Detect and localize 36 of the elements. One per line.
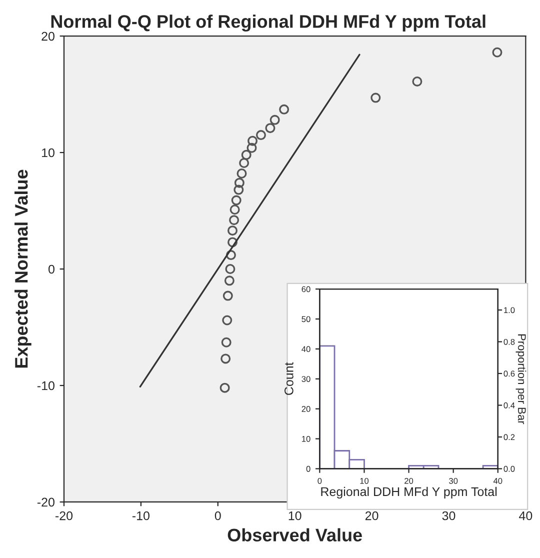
x-tick-label: 20 bbox=[404, 478, 414, 484]
x-tick-label: -20 bbox=[56, 511, 73, 520]
x-tick-label: 40 bbox=[493, 478, 502, 484]
y2-tick-label: 0.2 bbox=[504, 434, 515, 440]
x-tick-label: 40 bbox=[519, 511, 532, 520]
y-tick-label: -10 bbox=[37, 381, 54, 390]
x-tick-label: 0 bbox=[318, 478, 322, 484]
x-tick-label: 20 bbox=[365, 511, 378, 520]
x-tick-label: 0 bbox=[214, 511, 221, 520]
y-tick-label: 10 bbox=[302, 436, 310, 442]
y2-tick-label: 0.6 bbox=[504, 370, 515, 377]
y-axis-title: Expected Normal Value bbox=[14, 170, 32, 368]
y-tick-label: -20 bbox=[37, 498, 54, 507]
chart-title: Normal Q-Q Plot of Regional DDH MFd Y ppm Total bbox=[51, 14, 486, 32]
y-tick-label: 60 bbox=[302, 286, 310, 292]
x-tick-label: 30 bbox=[449, 478, 458, 484]
y-tick-label: 30 bbox=[302, 376, 310, 382]
y-tick-label: 20 bbox=[42, 32, 54, 41]
y-tick-label: 10 bbox=[42, 148, 54, 158]
y2-tick-label: 0.4 bbox=[504, 402, 515, 408]
x-tick-label: 10 bbox=[360, 478, 369, 484]
x-tick-label: 30 bbox=[442, 511, 456, 520]
y-tick-label: 40 bbox=[302, 346, 310, 352]
x-tick-label: -10 bbox=[132, 511, 150, 520]
y2-axis-title: Proportion per Bar bbox=[516, 334, 526, 424]
x-axis-title: Regional DDH MFd Y ppm Total bbox=[321, 486, 497, 499]
y-tick-label: 20 bbox=[302, 406, 310, 412]
y-axis-title: Count bbox=[284, 362, 294, 395]
y2-tick-label: 0.0 bbox=[504, 466, 515, 472]
x-axis-title: Observed Value bbox=[228, 528, 362, 542]
y-tick-label: 0 bbox=[48, 264, 54, 274]
y-tick-label: 50 bbox=[302, 316, 310, 322]
x-tick-label: 10 bbox=[288, 511, 302, 520]
y2-tick-label: 1.0 bbox=[504, 307, 515, 314]
y2-tick-label: 0.8 bbox=[504, 338, 515, 345]
y-tick-label: 0 bbox=[306, 466, 310, 472]
